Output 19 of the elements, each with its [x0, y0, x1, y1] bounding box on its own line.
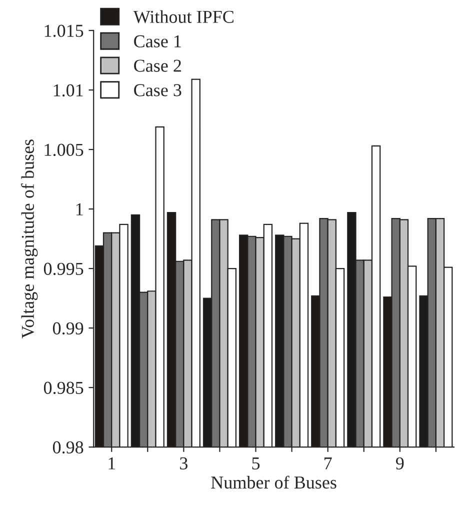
legend-label: Case 2	[134, 60, 181, 72]
y-tick-label: 0.99	[52, 322, 84, 335]
y-axis-title: Voltage magnitude of buses	[21, 140, 38, 338]
x-tick-label: 7	[324, 457, 332, 470]
x-tick-label: 1	[108, 457, 116, 470]
y-tick-label: 1.005	[44, 144, 84, 156]
y-tick-label: 0.995	[44, 262, 84, 276]
y-tick-label: 1.01	[54, 84, 83, 97]
x-tick-label: 5	[252, 457, 260, 470]
legend-label: Without IPFC	[133, 10, 234, 24]
x-tick-label: 9	[396, 457, 404, 470]
y-tick-label: 0.985	[44, 382, 84, 394]
legend-label: Case 3	[134, 84, 182, 96]
x-tick-label: 3	[180, 457, 188, 470]
y-tick-label: 0.98	[52, 441, 84, 454]
y-tick-label: 1	[76, 203, 83, 216]
legend-label: Case 1	[134, 35, 181, 48]
y-tick-label: 1.015	[44, 24, 84, 37]
x-axis-title: Number of Buses	[211, 476, 336, 489]
